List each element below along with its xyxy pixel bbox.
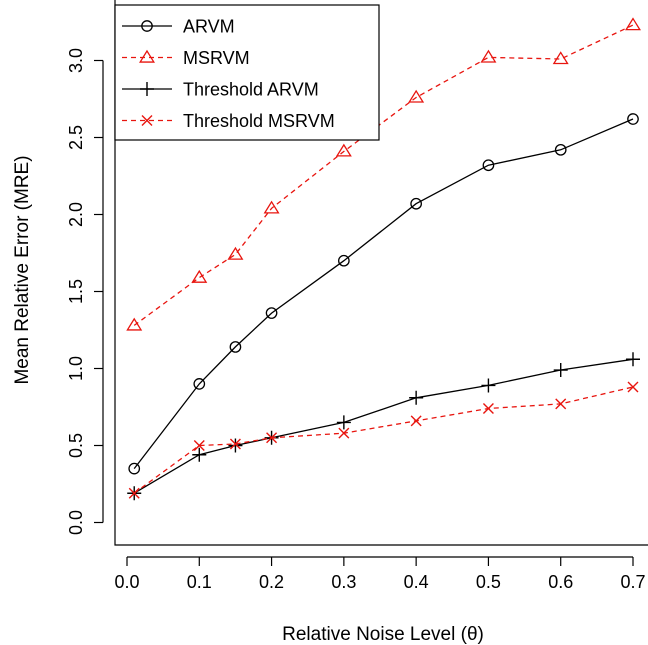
y-tick-label: 2.0 — [66, 202, 86, 227]
legend-label: MSRVM — [183, 48, 250, 68]
data-point — [552, 51, 569, 65]
series-line — [133, 358, 634, 494]
legend-marker — [139, 49, 155, 63]
series-threshold-msrvm — [128, 381, 639, 499]
plot-frame — [114, 0, 648, 546]
data-point — [482, 403, 494, 415]
series-threshold-arvm — [127, 352, 640, 501]
x-tick-label: 0.7 — [620, 572, 645, 592]
axes: 0.0 0.1 0.2 0.3 0.4 0.5 0.6 0.7 0.0 0.5 1.0 1.5 2.0 2… — [66, 0, 648, 592]
series-arvm — [128, 113, 639, 475]
data-point — [228, 438, 243, 453]
data-point — [554, 143, 567, 156]
data-point — [338, 254, 350, 267]
data-point — [266, 432, 278, 444]
x-tick-label: 0.1 — [187, 572, 212, 592]
y-tick-label: 2.5 — [66, 125, 86, 150]
data-point — [191, 269, 208, 283]
data-point — [229, 341, 242, 353]
data-point — [193, 378, 206, 390]
legend: ARVM MSRVM Threshold ARVM Threshold MSRVM — [114, 4, 380, 141]
legend-marker — [141, 115, 153, 126]
x-tick-label: 0.2 — [259, 572, 284, 592]
data-point — [192, 447, 207, 462]
x-axis-label: Relative Noise Level (θ) — [282, 624, 484, 645]
series-msrvm — [126, 17, 641, 331]
legend-marker — [141, 20, 153, 32]
series-line — [133, 118, 634, 469]
y-tick-label: 3.0 — [66, 48, 86, 73]
y-tick-label: 0.5 — [66, 433, 86, 458]
series-line — [133, 386, 634, 494]
data-point — [227, 246, 244, 260]
data-point — [482, 159, 495, 172]
series-line — [133, 24, 634, 326]
x-tick-label: 0.4 — [404, 572, 429, 592]
data-point — [555, 398, 567, 410]
data-point — [263, 200, 280, 214]
data-point — [265, 307, 278, 319]
data-point — [625, 17, 641, 31]
data-point — [335, 143, 352, 157]
data-point — [627, 381, 639, 393]
data-point — [128, 487, 140, 499]
data-point — [409, 390, 424, 405]
data-point — [126, 317, 143, 331]
legend-box — [114, 4, 380, 141]
data-point — [336, 415, 351, 430]
legend-label: Threshold ARVM — [183, 80, 319, 100]
data-point — [410, 197, 422, 210]
legend-label: Threshold MSRVM — [183, 111, 335, 131]
data-point — [410, 415, 422, 427]
x-tick-label: 0.0 — [114, 572, 139, 592]
data-point — [408, 89, 425, 103]
y-tick-label: 1.0 — [66, 356, 86, 381]
data-point — [627, 113, 639, 125]
legend-label: ARVM — [183, 17, 235, 37]
x-tick-label: 0.6 — [548, 572, 573, 592]
data-point — [480, 49, 497, 63]
y-tick-label: 0.0 — [66, 510, 86, 535]
legend-marker — [140, 82, 154, 96]
data-point — [553, 363, 568, 378]
x-tick-label: 0.3 — [331, 572, 356, 592]
data-point — [229, 438, 241, 450]
data-point — [626, 352, 640, 367]
series-layer — [126, 17, 641, 501]
data-point — [338, 427, 350, 439]
data-point — [481, 378, 496, 393]
y-axis-label: Mean Relative Error (MRE) — [12, 155, 33, 384]
y-tick-label: 1.5 — [66, 279, 86, 304]
data-point — [193, 440, 205, 451]
data-point — [128, 462, 141, 475]
x-tick-label: 0.5 — [476, 572, 501, 592]
